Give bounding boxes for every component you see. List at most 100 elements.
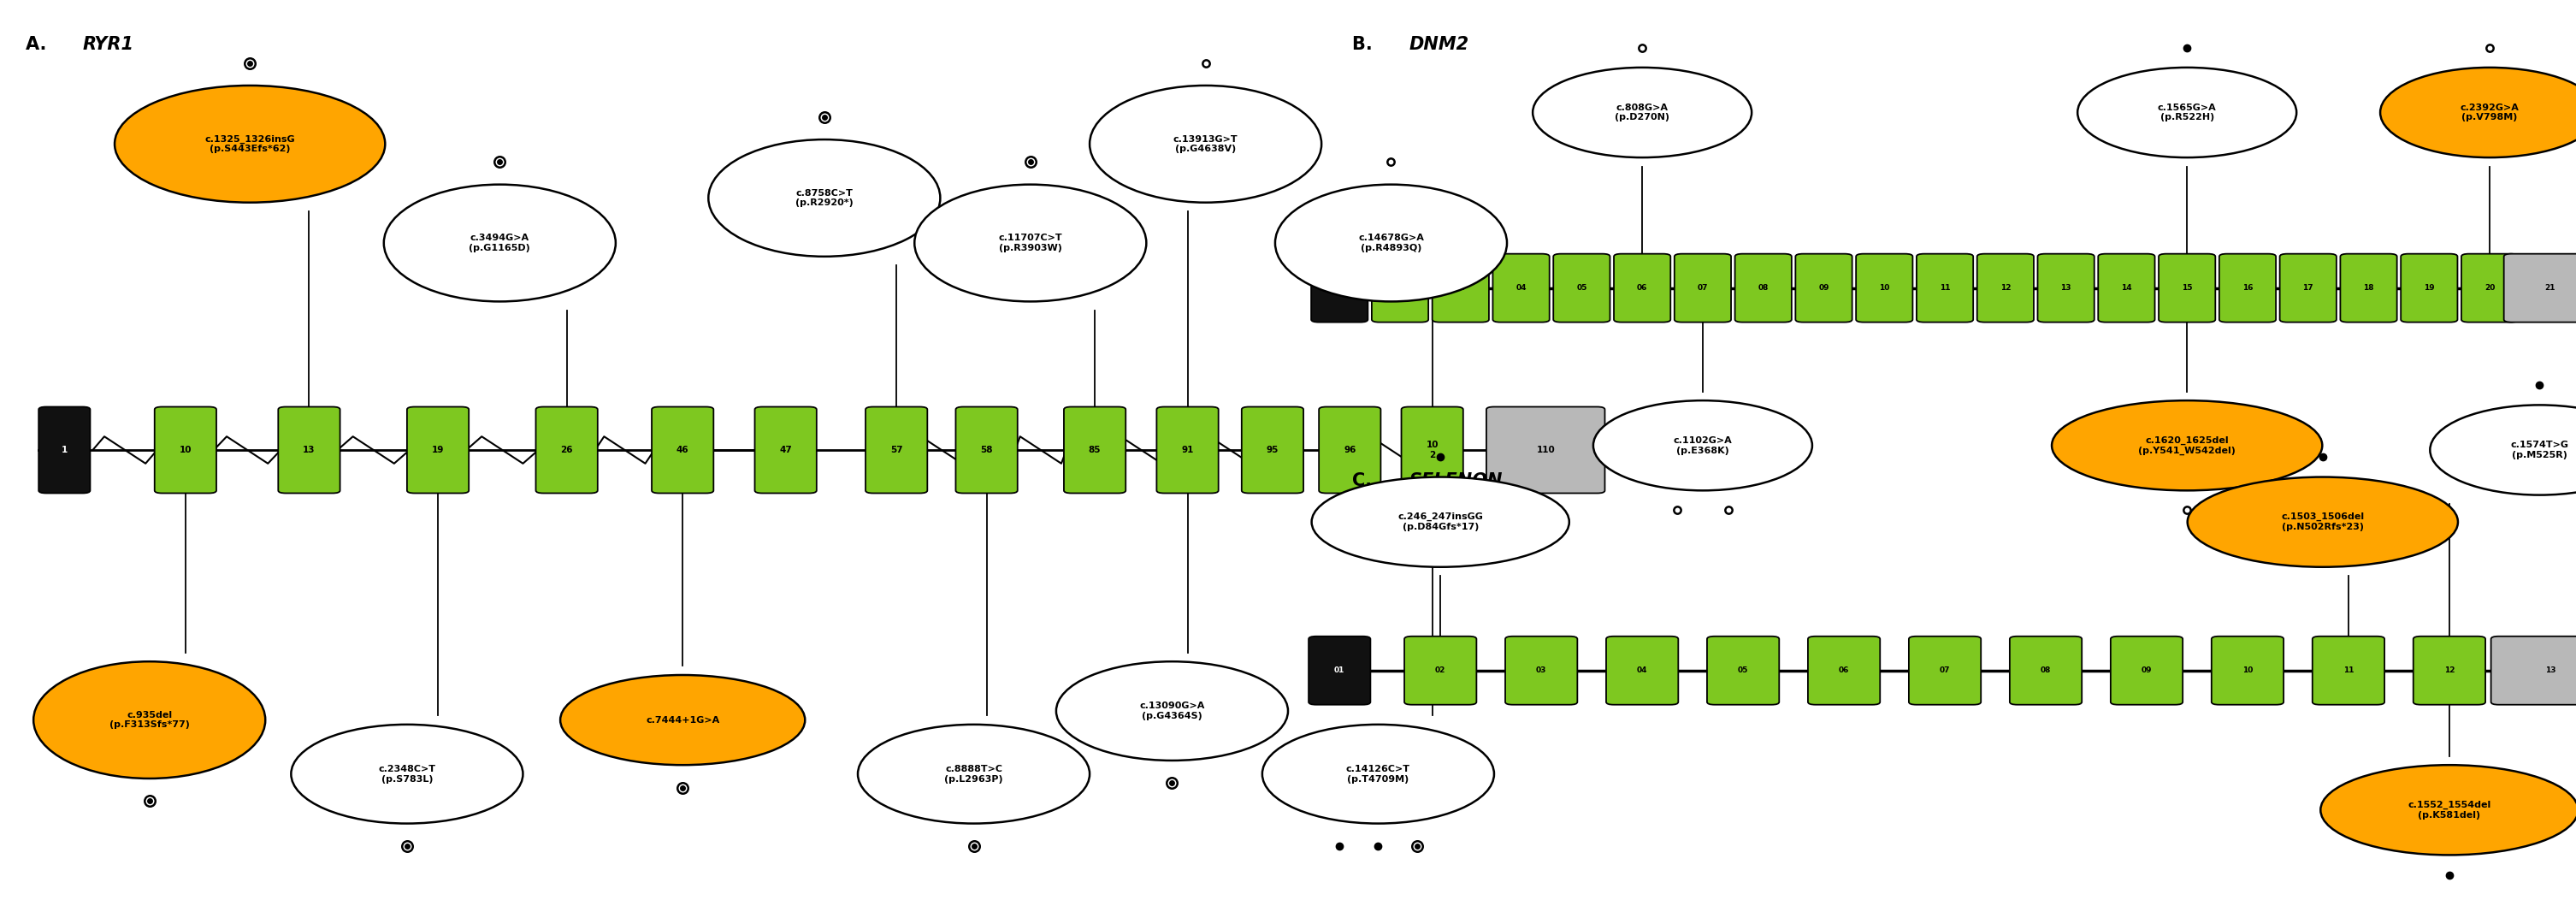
Ellipse shape [1262, 724, 1494, 824]
FancyBboxPatch shape [1978, 254, 2035, 322]
FancyBboxPatch shape [1855, 254, 1911, 322]
Text: 04: 04 [1515, 284, 1528, 292]
Text: c.3494G>A
(p.G1165D): c.3494G>A (p.G1165D) [469, 234, 531, 252]
Ellipse shape [914, 184, 1146, 302]
FancyBboxPatch shape [2097, 254, 2154, 322]
Text: 58: 58 [981, 446, 992, 454]
FancyBboxPatch shape [2504, 254, 2576, 322]
Text: 19: 19 [2424, 284, 2434, 292]
FancyBboxPatch shape [2280, 254, 2336, 322]
FancyBboxPatch shape [2038, 254, 2094, 322]
FancyBboxPatch shape [1734, 254, 1790, 322]
FancyBboxPatch shape [1309, 636, 1370, 705]
Text: 09: 09 [2141, 667, 2151, 674]
FancyBboxPatch shape [2313, 636, 2385, 705]
Text: c.246_247insGG
(p.D84Gfs*17): c.246_247insGG (p.D84Gfs*17) [1399, 513, 1484, 531]
Text: 20: 20 [2483, 284, 2496, 292]
FancyBboxPatch shape [155, 407, 216, 493]
FancyBboxPatch shape [1486, 407, 1605, 493]
Text: c.14126C>T
(p.T4709M): c.14126C>T (p.T4709M) [1347, 765, 1409, 783]
Text: 06: 06 [1839, 667, 1850, 674]
FancyBboxPatch shape [1064, 407, 1126, 493]
FancyBboxPatch shape [866, 407, 927, 493]
FancyBboxPatch shape [1708, 636, 1780, 705]
Text: c.1325_1326insG
(p.S443Efs*62): c.1325_1326insG (p.S443Efs*62) [204, 135, 296, 153]
Text: c.1574T>G
(p.M525R): c.1574T>G (p.M525R) [2512, 441, 2568, 459]
Text: 03: 03 [1455, 284, 1466, 292]
Text: 18: 18 [2362, 284, 2375, 292]
Text: DNM2: DNM2 [1409, 36, 1468, 53]
FancyBboxPatch shape [39, 407, 90, 493]
FancyBboxPatch shape [2221, 254, 2277, 322]
Ellipse shape [1090, 86, 1321, 202]
Text: 1: 1 [62, 446, 67, 454]
FancyBboxPatch shape [1613, 254, 1669, 322]
FancyBboxPatch shape [2414, 636, 2486, 705]
FancyBboxPatch shape [2009, 636, 2081, 705]
Text: c.1102G>A
(p.E368K): c.1102G>A (p.E368K) [1674, 436, 1731, 454]
Text: 12: 12 [2445, 667, 2455, 674]
FancyBboxPatch shape [1605, 636, 1680, 705]
Text: c.1565G>A
(p.R522H): c.1565G>A (p.R522H) [2159, 104, 2215, 122]
FancyBboxPatch shape [1917, 254, 1973, 322]
Ellipse shape [2380, 67, 2576, 157]
Text: c.1552_1554del
(p.K581del): c.1552_1554del (p.K581del) [2409, 801, 2491, 819]
Text: c.2392G>A
(p.V798M): c.2392G>A (p.V798M) [2460, 104, 2519, 122]
FancyBboxPatch shape [1909, 636, 1981, 705]
FancyBboxPatch shape [1492, 254, 1551, 322]
Text: 26: 26 [562, 446, 572, 454]
Text: 95: 95 [1267, 446, 1278, 454]
Text: 08: 08 [1757, 284, 1770, 292]
Text: C.: C. [1352, 473, 1378, 490]
Ellipse shape [562, 675, 804, 765]
FancyBboxPatch shape [536, 407, 598, 493]
Text: 13: 13 [2061, 284, 2071, 292]
FancyBboxPatch shape [1404, 636, 1476, 705]
FancyBboxPatch shape [2210, 636, 2285, 705]
Text: c.8758C>T
(p.R2920*): c.8758C>T (p.R2920*) [796, 189, 853, 207]
Text: 17: 17 [2303, 284, 2313, 292]
Ellipse shape [1311, 477, 1569, 567]
Text: c.13913G>T
(p.G4638V): c.13913G>T (p.G4638V) [1172, 135, 1239, 153]
Text: c.8888T>C
(p.L2963P): c.8888T>C (p.L2963P) [945, 765, 1002, 783]
Ellipse shape [2076, 67, 2298, 157]
FancyBboxPatch shape [652, 407, 714, 493]
FancyBboxPatch shape [1311, 254, 1368, 322]
Text: c.1620_1625del
(p.Y541_W542del): c.1620_1625del (p.Y541_W542del) [2138, 436, 2236, 455]
Text: c.2348C>T
(p.S783L): c.2348C>T (p.S783L) [379, 765, 435, 783]
Text: 16: 16 [2241, 284, 2254, 292]
FancyBboxPatch shape [1157, 407, 1218, 493]
FancyBboxPatch shape [278, 407, 340, 493]
Text: c.1503_1506del
(p.N502Rfs*23): c.1503_1506del (p.N502Rfs*23) [2282, 513, 2365, 531]
Text: 09: 09 [1819, 284, 1829, 292]
Text: 110: 110 [1535, 446, 1556, 454]
Text: 07: 07 [1698, 284, 1708, 292]
Text: 10: 10 [1878, 284, 1891, 292]
Ellipse shape [1275, 184, 1507, 302]
Text: 96: 96 [1345, 446, 1355, 454]
Text: 05: 05 [1739, 667, 1749, 674]
FancyBboxPatch shape [1242, 407, 1303, 493]
Text: SELENON: SELENON [1409, 473, 1502, 490]
Text: 10: 10 [2241, 667, 2254, 674]
FancyBboxPatch shape [1808, 636, 1880, 705]
FancyBboxPatch shape [2491, 636, 2576, 705]
Text: 10: 10 [180, 446, 191, 454]
FancyBboxPatch shape [1370, 254, 1427, 322]
Ellipse shape [2429, 405, 2576, 495]
Text: 15: 15 [2182, 284, 2192, 292]
FancyBboxPatch shape [755, 407, 817, 493]
FancyBboxPatch shape [1319, 407, 1381, 493]
Ellipse shape [33, 662, 265, 778]
FancyBboxPatch shape [1795, 254, 1852, 322]
Ellipse shape [384, 184, 616, 302]
Ellipse shape [2187, 477, 2458, 567]
Ellipse shape [2321, 765, 2576, 855]
Ellipse shape [708, 140, 940, 256]
FancyBboxPatch shape [956, 407, 1018, 493]
Text: 10
2: 10 2 [1427, 441, 1437, 459]
Ellipse shape [858, 724, 1090, 824]
Text: 46: 46 [677, 446, 688, 454]
Text: 07: 07 [1940, 667, 1950, 674]
Text: 05: 05 [1577, 284, 1587, 292]
